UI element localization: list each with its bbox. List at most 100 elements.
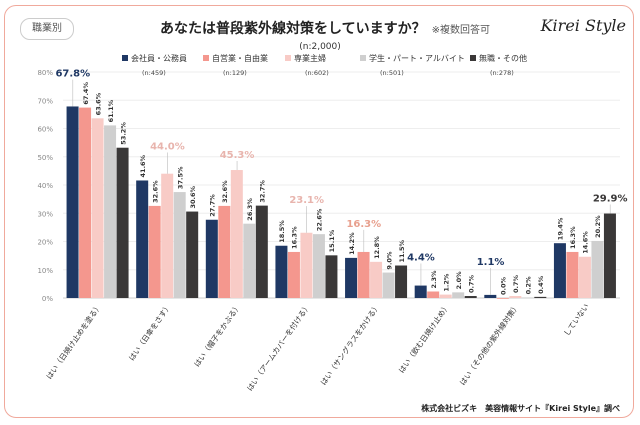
kirei-style-logo: Kirei Style [540, 16, 626, 35]
bar [357, 251, 370, 298]
bar [496, 298, 509, 299]
bar [300, 232, 313, 298]
bar [439, 294, 452, 298]
y-tick-label: 70% [37, 97, 53, 105]
bar [79, 107, 92, 298]
bar [452, 292, 465, 298]
legend-n: (n:129) [223, 69, 247, 77]
bar [325, 255, 338, 298]
chart-frame [4, 5, 634, 418]
data-label: 16.3% [291, 226, 299, 249]
legend-n: (n:278) [490, 69, 514, 77]
bar [370, 261, 383, 298]
bar [591, 240, 604, 298]
data-label: 18.5% [278, 220, 286, 243]
highlight-label: 44.0% [150, 141, 185, 152]
data-label: 67.4% [82, 82, 90, 105]
highlight-label: 23.1% [289, 195, 324, 206]
sample-size: (n:2,000) [299, 42, 341, 52]
legend-label: 無職・その他 [479, 53, 527, 63]
data-label: 32.6% [151, 180, 159, 203]
category-label: はい（帽子をかぶる） [191, 301, 242, 368]
data-label: 32.7% [259, 180, 267, 203]
category-label: していない [562, 302, 591, 338]
data-label: 0.4% [537, 275, 545, 294]
data-label: 32.6% [221, 180, 229, 203]
data-label: 12.8% [373, 236, 381, 259]
data-label: 26.3% [246, 198, 254, 221]
category-label: はい（日焼け止めを塗る） [44, 301, 104, 380]
legend-swatch [122, 55, 128, 61]
legend-label: 自営業・自由業 [212, 53, 268, 63]
bar [255, 205, 268, 298]
bar [161, 173, 174, 298]
y-tick-label: 60% [37, 126, 53, 134]
data-label: 20.2% [594, 215, 602, 238]
highlight-label: 16.3% [346, 219, 381, 230]
y-tick-label: 0% [42, 295, 53, 303]
highlight-label: 29.9% [593, 194, 628, 205]
data-label: 27.7% [209, 194, 217, 217]
bar [173, 192, 186, 298]
bar [116, 147, 129, 298]
bar [91, 118, 104, 298]
legend-swatch [360, 55, 366, 61]
bar [312, 234, 325, 298]
bar [395, 265, 408, 298]
data-label: 37.5% [176, 166, 184, 189]
bar [218, 205, 231, 298]
bar [66, 106, 79, 298]
bar [603, 213, 616, 298]
legend-swatch [470, 55, 476, 61]
bar [345, 257, 358, 298]
data-label: 11.5% [398, 239, 406, 262]
category-label: はい（その他の紫外線対策） [457, 301, 521, 387]
data-label: 61.1% [107, 99, 115, 122]
legend-label: 専業主婦 [294, 53, 326, 63]
title-text: あなたは普段紫外線対策をしていますか？ [160, 21, 426, 37]
data-label: 0.7% [512, 275, 520, 294]
category-label: はい（日傘をさす） [126, 301, 173, 362]
bar [382, 272, 395, 298]
legend-label: 学生・パート・アルバイト [369, 53, 465, 63]
bar [484, 294, 497, 298]
y-tick-label: 30% [37, 210, 53, 218]
data-label: 41.6% [139, 154, 147, 177]
chart-title: あなたは普段紫外線対策をしていますか？ ※複数回答可 [160, 18, 490, 38]
data-label: 30.6% [189, 186, 197, 209]
data-label: 0.7% [467, 275, 475, 294]
data-label: 14.2% [348, 232, 356, 255]
bar [566, 251, 579, 298]
bar [414, 285, 427, 298]
category-label: はい（サングラスをかける） [318, 301, 382, 386]
data-label: 19.4% [557, 217, 565, 240]
bar [136, 180, 149, 298]
legend-n: (n:501) [380, 69, 404, 77]
bar [148, 205, 161, 298]
bar [287, 251, 300, 298]
data-label: 15.1% [328, 229, 336, 252]
data-label: 0.2% [525, 276, 533, 295]
bar [553, 243, 566, 298]
bar [243, 223, 256, 298]
bar [104, 125, 117, 298]
data-label: 2.0% [455, 271, 463, 290]
bar [205, 219, 218, 298]
highlight-label: 45.3% [220, 150, 255, 161]
data-label: 63.6% [94, 92, 102, 115]
source-footer: 株式会社ビズキ 美容情報サイト『Kirei Style』調べ [421, 404, 620, 413]
data-label: 2.3% [430, 270, 438, 289]
data-label: 53.2% [119, 122, 127, 145]
bar [186, 211, 199, 298]
highlight-label: 4.4% [407, 253, 435, 264]
data-label: 16.3% [569, 226, 577, 249]
category-label: はい（飲む日焼け止め） [396, 301, 452, 374]
legend-swatch [203, 55, 209, 61]
legend-label: 会社員・公務員 [131, 53, 187, 63]
highlight-label: 1.1% [477, 257, 505, 268]
bar [521, 297, 534, 299]
title-note: ※複数回答可 [431, 25, 490, 36]
legend-n: (n:602) [305, 69, 329, 77]
bar [509, 296, 522, 298]
y-tick-label: 10% [37, 267, 53, 275]
